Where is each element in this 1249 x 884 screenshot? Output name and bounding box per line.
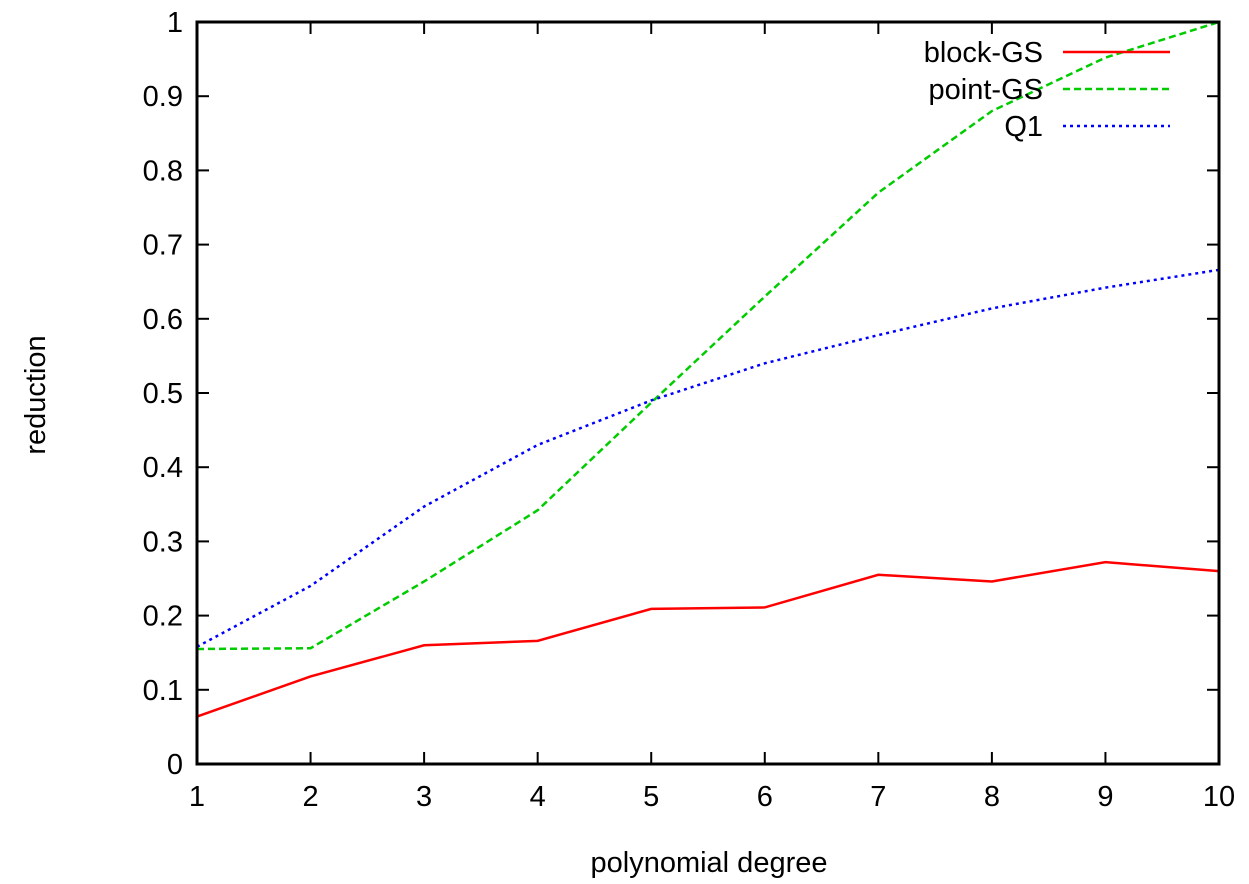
y-tick-label: 0 <box>167 749 183 781</box>
y-axis-title: reduction <box>20 335 52 454</box>
y-tick-label: 0.8 <box>143 155 183 187</box>
y-tick-labels: 0 0.1 0.2 0.3 0.4 0.5 0.6 0.7 0.8 0.9 1 <box>143 7 183 781</box>
legend: block-GS point-GS Q1 <box>924 37 1170 143</box>
x-tick-label: 3 <box>416 781 432 813</box>
series-line-point-gs <box>196 20 1220 651</box>
y-tick-label: 0.1 <box>143 675 183 707</box>
axis-ticks <box>196 21 1220 765</box>
series-layer <box>196 20 1220 718</box>
x-tick-labels: 1 2 3 4 5 6 7 8 9 10 <box>189 781 1235 813</box>
y-tick-label: 0.9 <box>143 81 183 113</box>
y-tick-label: 0.5 <box>143 378 183 410</box>
x-tick-label: 1 <box>189 781 205 813</box>
series-line-q1 <box>196 268 1220 648</box>
x-tick-label: 10 <box>1203 781 1235 813</box>
y-tick-label: 0.3 <box>143 526 183 558</box>
y-tick-label: 0.6 <box>143 304 183 336</box>
y-tick-label: 0.4 <box>143 452 183 484</box>
y-tick-label: 0.2 <box>143 601 183 633</box>
x-tick-label: 6 <box>757 781 773 813</box>
legend-label: block-GS <box>924 37 1043 69</box>
x-tick-label: 4 <box>530 781 546 813</box>
plot-frame <box>195 20 1221 766</box>
x-tick-label: 7 <box>870 781 886 813</box>
series-line-block-gs <box>196 560 1220 718</box>
x-tick-label: 5 <box>643 781 659 813</box>
x-tick-label: 9 <box>1097 781 1113 813</box>
x-tick-label: 2 <box>302 781 318 813</box>
y-tick-label: 0.7 <box>143 230 183 262</box>
x-axis-title: polynomial degree <box>591 847 828 879</box>
legend-label: point-GS <box>929 74 1043 106</box>
legend-label: Q1 <box>1004 111 1043 143</box>
x-tick-label: 8 <box>984 781 1000 813</box>
y-tick-label: 1 <box>167 7 183 39</box>
